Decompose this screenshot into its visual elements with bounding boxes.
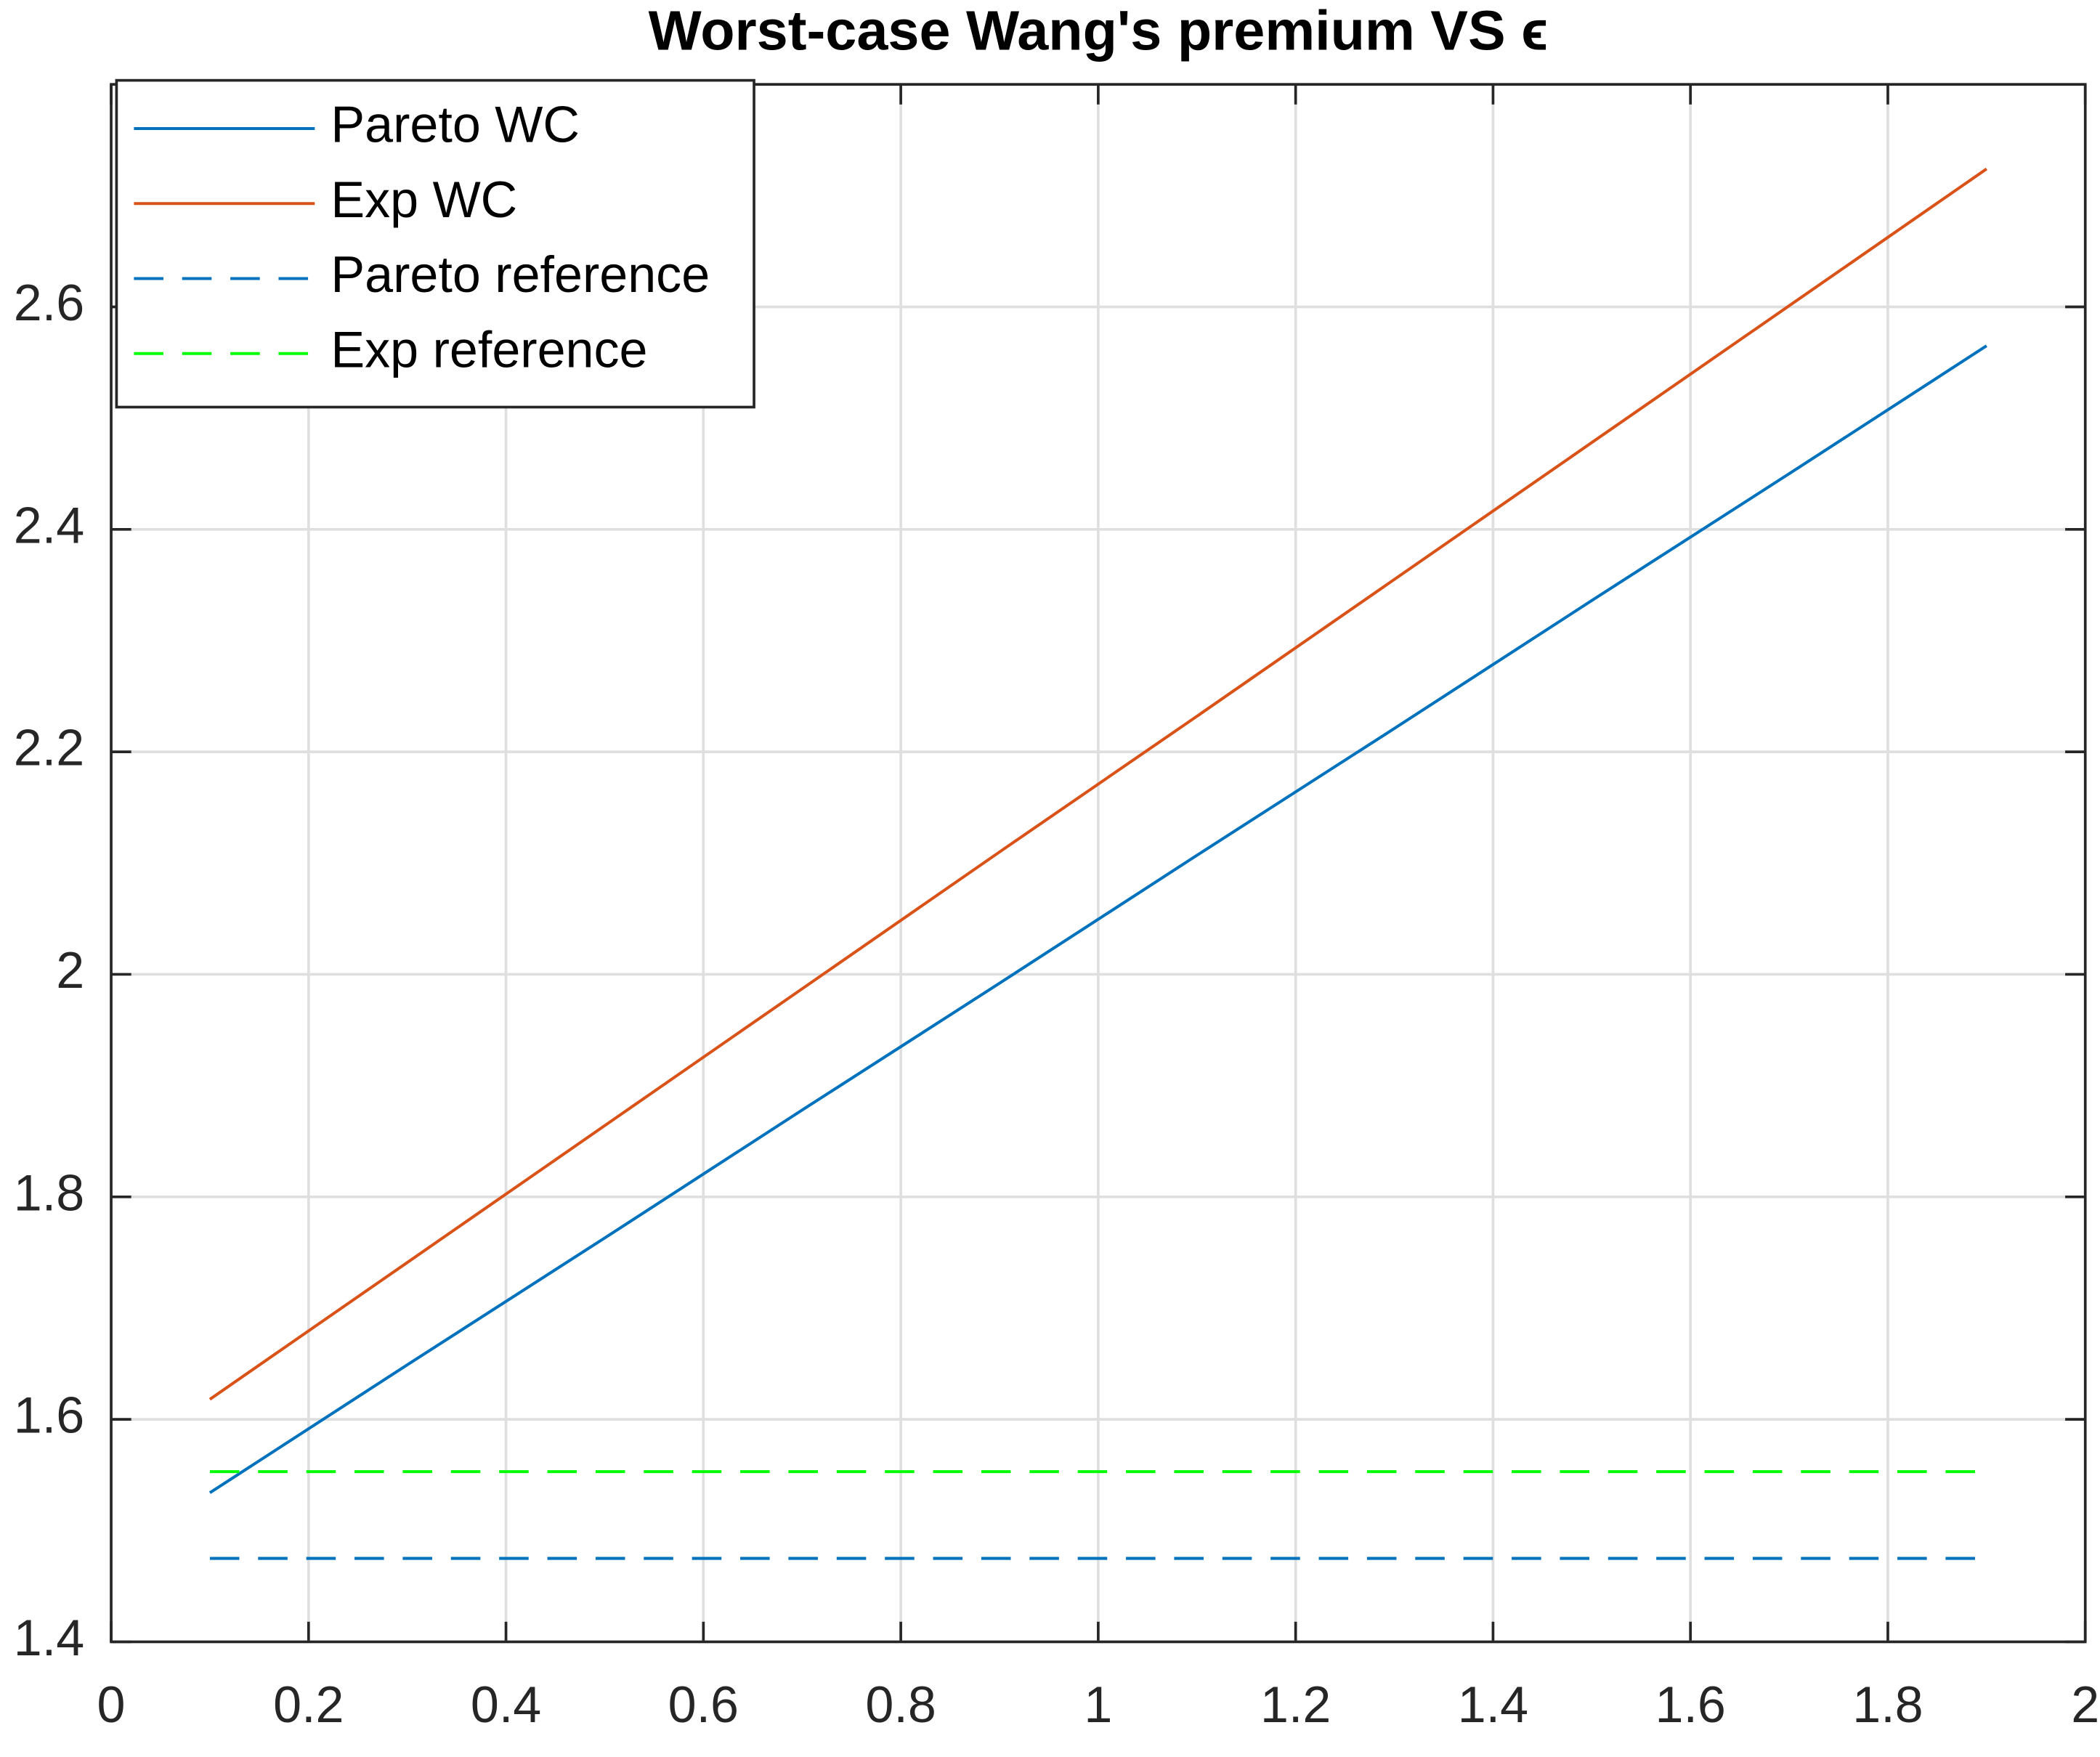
x-tick-label: 1.8 [1852,1676,1923,1733]
x-tick-label: 1.4 [1458,1676,1528,1733]
series-line [208,344,1987,1494]
y-tick-label: 1.6 [14,1387,84,1444]
series-line [208,167,1987,1401]
y-tick-label: 2 [56,942,84,999]
legend-label: Pareto WC [331,97,580,153]
y-tick-label: 2.4 [14,497,84,553]
x-tick-label: 0.8 [865,1676,936,1733]
axes-box [110,83,2087,1644]
x-tick-label: 0.6 [668,1676,739,1733]
legend-label: Pareto reference [331,246,710,303]
legend-box [115,78,755,409]
x-tick-label: 0.4 [471,1676,541,1733]
chart-title: Worst-case Wang's premium VS ϵ [649,0,1549,62]
y-tick-label: 1.4 [14,1610,84,1666]
x-tick-label: 1 [1084,1676,1112,1733]
x-tick-label: 2 [2071,1676,2099,1733]
x-tick-label: 1.6 [1655,1676,1725,1733]
y-tick-label: 1.8 [14,1164,84,1221]
y-tick-label: 2.2 [14,720,84,776]
x-tick-label: 1.2 [1260,1676,1331,1733]
x-tick-label: 0 [97,1676,126,1733]
y-tick-label: 2.6 [14,275,84,331]
legend-label: Exp reference [331,321,647,378]
legend-label: Exp WC [331,171,517,228]
x-tick-label: 0.2 [273,1676,344,1733]
